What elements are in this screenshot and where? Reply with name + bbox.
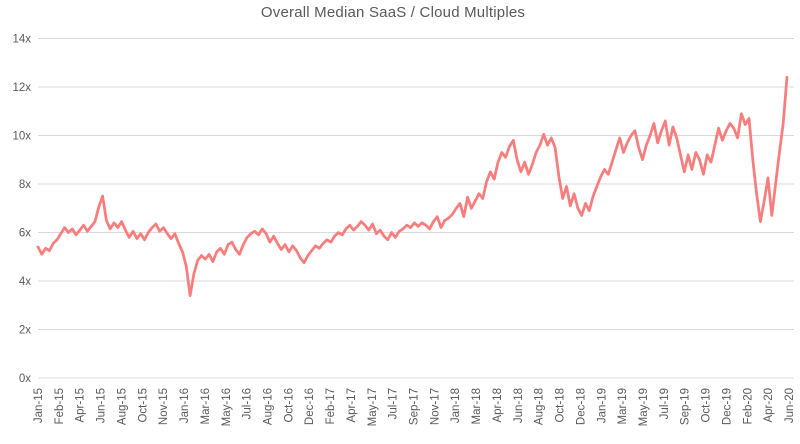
x-tick-label: Jun-15 [96, 388, 108, 423]
x-tick-label: Oct-18 [555, 388, 567, 423]
x-tick-label: Jul-19 [659, 388, 671, 419]
x-tick-label: Mar-16 [200, 388, 212, 424]
chart-title: Overall Median SaaS / Cloud Multiples [260, 4, 526, 21]
x-tick-label: Mar-18 [471, 388, 483, 424]
x-tick-label: Aug-16 [263, 388, 275, 425]
x-tick-label: Feb-20 [742, 388, 754, 424]
x-tick-label: Jul-16 [242, 388, 254, 419]
x-tick-label: Aug-18 [534, 388, 546, 425]
x-tick-label: Jul-17 [388, 388, 400, 419]
y-tick-label: 10x [12, 131, 31, 143]
y-tick-label: 8x [19, 179, 31, 191]
x-tick-label: Dec-16 [304, 388, 316, 425]
y-tick-label: 6x [19, 228, 31, 240]
x-tick-label: Oct-15 [137, 388, 149, 423]
y-tick-label: 2x [19, 325, 31, 337]
y-tick-label: 14x [12, 34, 31, 46]
x-tick-label: Aug-15 [116, 388, 128, 425]
x-tick-label: Jan-18 [450, 388, 462, 423]
x-tick-label: May-16 [221, 388, 233, 426]
x-tick-label: Dec-19 [721, 388, 733, 425]
x-tick-label: Nov-17 [429, 388, 441, 425]
y-tick-label: 0x [19, 373, 31, 385]
x-tick-label: Nov-15 [158, 388, 170, 425]
x-tick-label: Dec-18 [575, 388, 587, 425]
x-tick-label: Jan-16 [179, 388, 191, 423]
x-tick-label: May-19 [638, 388, 650, 426]
x-tick-label: Jun-18 [513, 388, 525, 423]
x-tick-label: Oct-16 [283, 388, 295, 423]
x-tick-label: Sep-17 [409, 388, 421, 425]
x-tick-label: Jan-19 [596, 388, 608, 423]
x-tick-label: Sep-19 [680, 388, 692, 425]
x-tick-label: Mar-19 [617, 388, 629, 424]
saas-multiples-line [36, 75, 789, 297]
x-tick-label: Feb-17 [325, 388, 337, 424]
x-tick-label: May-17 [367, 388, 379, 426]
y-tick-label: 12x [12, 82, 31, 94]
x-tick-label: Apr-20 [763, 388, 775, 423]
y-tick-label: 4x [19, 276, 31, 288]
x-tick-label: Jan-15 [33, 388, 45, 423]
x-tick-label: Apr-18 [492, 388, 504, 423]
x-tick-label: Feb-15 [54, 388, 66, 424]
x-tick-label: Apr-15 [75, 388, 87, 423]
x-tick-label: Oct-19 [701, 388, 713, 423]
x-tick-label: Apr-17 [346, 388, 358, 423]
x-tick-label: Jun-20 [784, 388, 796, 423]
